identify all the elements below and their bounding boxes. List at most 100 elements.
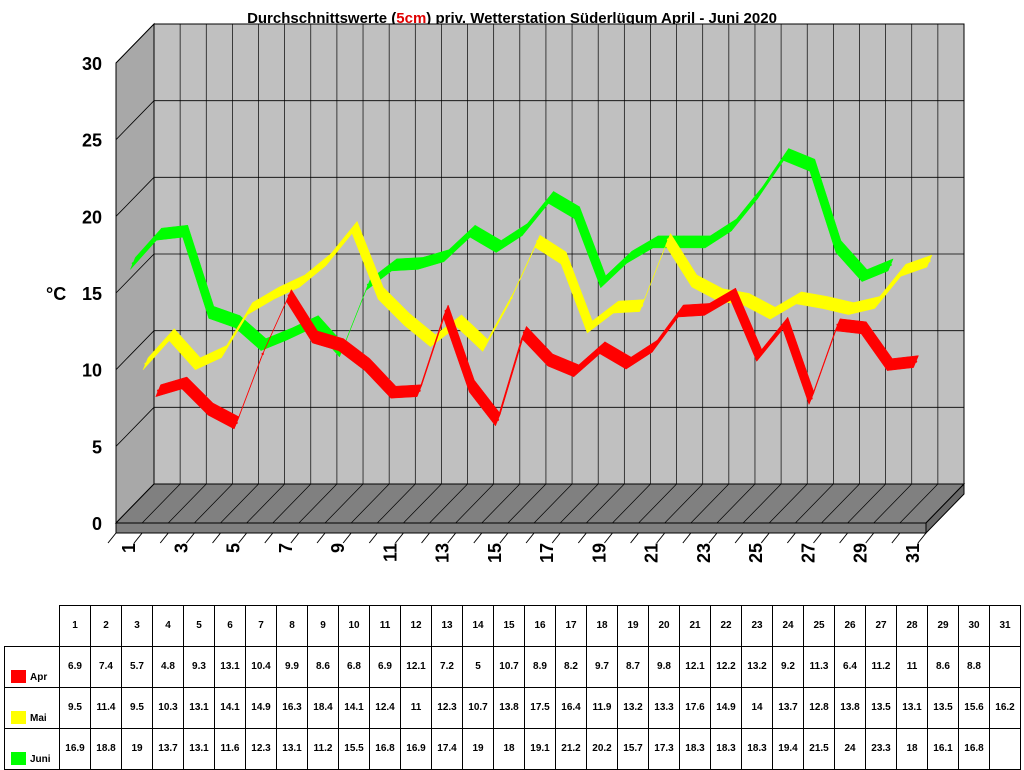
table-cell: 13.8 [834,686,866,729]
data-point [236,320,239,323]
grid-left [115,23,155,64]
table-header-cell: 22 [710,605,742,647]
data-point [327,258,330,261]
table-cell: 23.3 [865,727,897,770]
x-tick-label: 27 [798,543,818,563]
grid-floor [220,483,259,524]
table-cell: 13.1 [183,727,215,770]
grid-floor [324,483,364,524]
table-cell: 10.7 [493,645,525,688]
table-cell: 16.1 [927,727,959,770]
x-tick [447,532,457,544]
table-cell: 16.4 [555,686,587,729]
x-tick-label: 29 [851,543,871,563]
table-cell: 8.9 [524,645,556,688]
data-point [889,263,892,267]
data-point [484,344,487,347]
y-tick-label: 5 [92,437,102,457]
data-point [549,196,553,199]
data-point [523,228,526,231]
x-tick [395,532,404,544]
table-cell: 16.3 [276,686,308,729]
data-point [575,211,579,214]
data-point [471,230,474,233]
x-axis-front [115,522,927,534]
data-point [679,309,682,313]
data-point [705,308,709,311]
x-tick-label: 19 [589,543,609,563]
table-header-cell: 2 [90,605,122,647]
x-tick [551,532,561,544]
series-ribbon-segment [861,258,894,283]
data-point [928,259,931,263]
table-cell: 12.3 [431,686,463,729]
table-cell: 15.7 [617,727,649,770]
x-tick-label: 11 [380,543,400,562]
data-point [431,339,435,342]
grid-floor [638,483,677,524]
x-tick [813,532,822,544]
data-point [731,292,735,296]
grid-floor [194,483,233,524]
table-cell: 13.8 [493,686,525,729]
table-header-cell: 17 [555,605,587,647]
data-point [862,326,865,329]
data-point [549,358,552,362]
x-tick [473,532,483,544]
data-point [732,223,736,227]
table-cell: 16.9 [59,727,91,770]
table-cell: 8.8 [958,645,990,688]
legend-swatch [11,710,26,724]
table-cell: 12.3 [245,727,277,770]
table-header-cell: 5 [183,605,215,647]
table-cell: 11 [400,686,432,729]
y-tick-label: 15 [82,284,102,304]
data-point [131,262,135,265]
table-row: Apr 6.9 7.4 5.7 4.8 9.3 13.1 10.4 9.9 8.6 6.8 6.9 12… [4,645,1021,688]
data-point [536,240,539,243]
table-header-cell: 23 [741,605,773,647]
x-tick [604,532,613,544]
table-cell: 11.2 [307,727,339,770]
table-cell: 6.8 [338,645,370,688]
grid-floor [298,483,338,524]
table-corner [4,605,60,646]
data-point [301,279,304,283]
table-cell: 19 [121,727,153,770]
x-tick [238,532,248,544]
x-tick-label: 31 [903,543,923,563]
table-cell: 13.7 [152,727,184,770]
x-tick [708,532,718,544]
table-cell: 13.2 [741,645,773,688]
x-tick-label: 5 [224,543,244,553]
table-header-row: 1 2 3 4 5 6 7 8 9 10 11 12 13 14 15 16 17 18 19 20 21 22 23 24 2… [4,605,1021,647]
x-tick [368,532,378,544]
table-cell: 15.5 [338,727,370,770]
table-header-cell: 20 [648,605,680,647]
x-tick [133,532,143,544]
x-tick [264,532,274,544]
table-cell: 5 [462,645,494,688]
data-point [784,322,787,325]
data-point [522,331,526,334]
series-ribbon-segment [886,355,919,371]
chart-title: Durchschnittswerte (5cm) priv. Wettersta… [247,10,777,27]
data-point [288,332,291,336]
grid-floor [742,483,782,524]
data-point [314,320,317,323]
x-tick [917,532,927,544]
table-header-cell: 19 [617,605,649,647]
data-point [588,325,591,329]
x-tick [342,532,352,544]
table-cell: 13.1 [276,727,308,770]
data-point [235,421,238,425]
table-cell: 11.2 [865,645,897,688]
table-cell: 7.4 [90,645,122,688]
data-point [640,304,644,307]
table-cell: 18.8 [90,727,122,770]
table-cell: 13.5 [927,686,959,729]
data-point [392,391,395,394]
grid-floor [455,483,494,524]
x-tick [760,532,770,544]
grid-floor [559,483,599,524]
